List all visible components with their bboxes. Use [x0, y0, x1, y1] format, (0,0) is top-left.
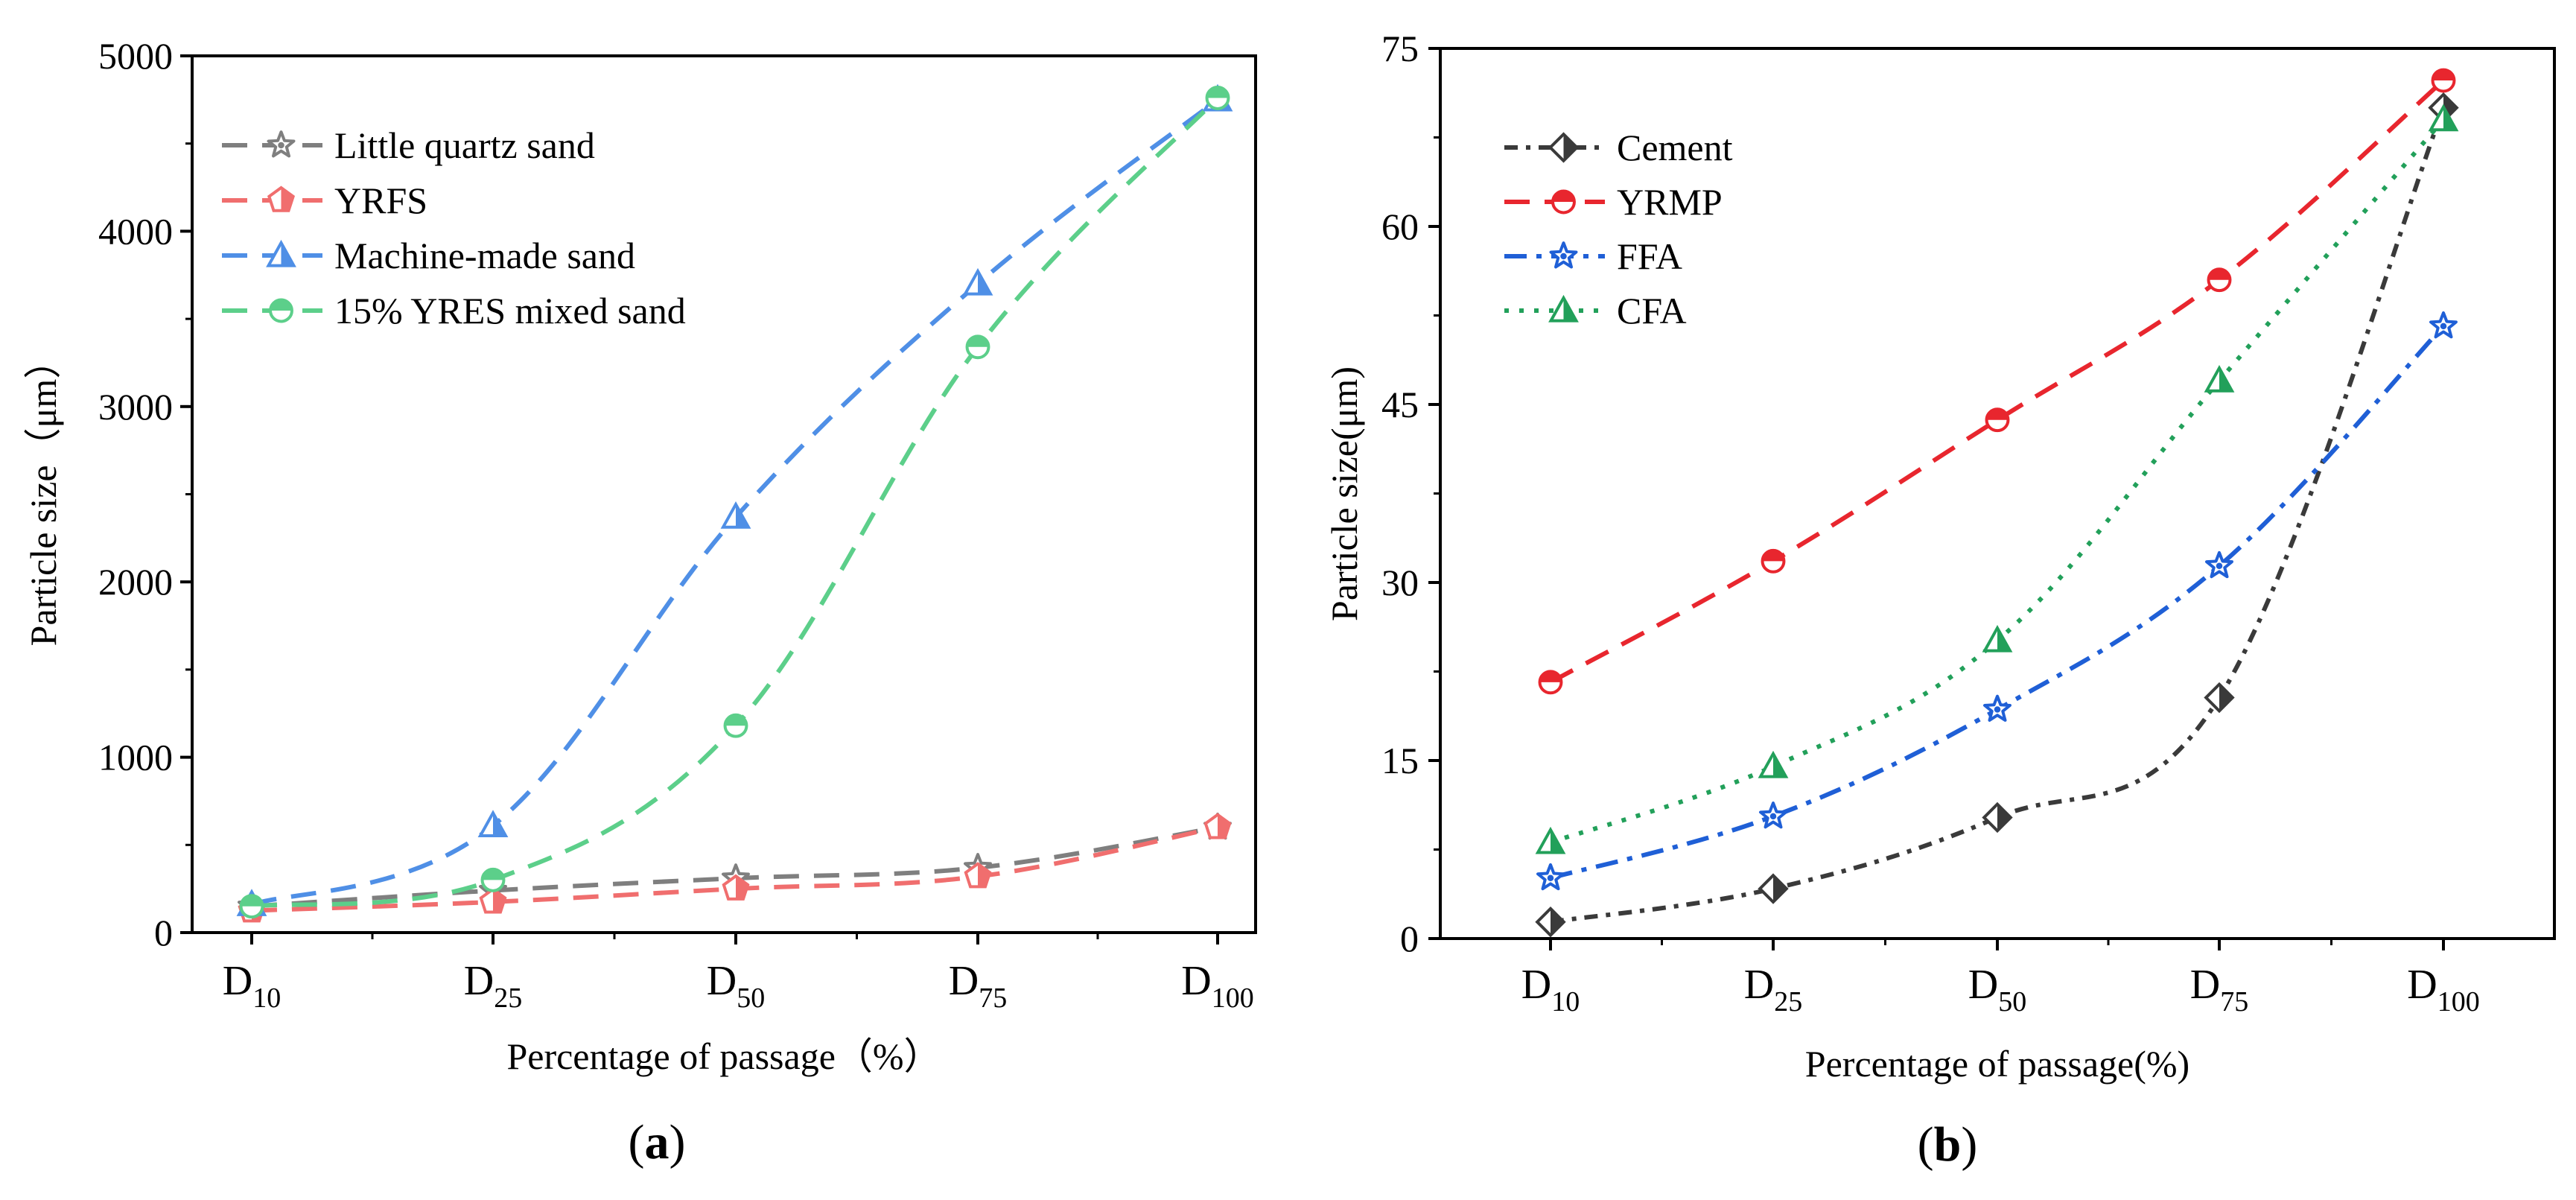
data-point [723, 713, 748, 738]
data-point [2207, 267, 2232, 293]
legend-marker [267, 130, 296, 158]
series-group-a [236, 83, 1233, 923]
y-tick-label: 4000 [98, 210, 173, 252]
data-point [1982, 801, 2013, 834]
series-group-b [1535, 68, 2459, 938]
x-ticks-a: D10 D25 D50 D75 D100 [223, 933, 1254, 1014]
legend-label: YRFS [334, 180, 427, 221]
legend-b: Cement YRMP FFA CFA [1504, 127, 1733, 331]
data-point [1759, 801, 1787, 829]
x-tick-label: D10 [223, 958, 281, 1014]
legend-a: Little quartz sand YRFS Machine-made sand 1… [222, 124, 686, 331]
legend-marker [1549, 241, 1578, 269]
panel-label-b-letter: b [1934, 1117, 1962, 1172]
y-axis-title-b: Particle size(μm) [1323, 366, 1365, 621]
y-axis-title-a: Particle size（μm） [22, 342, 64, 647]
data-point [2204, 365, 2235, 393]
x-axis-title-a: Percentage of passage（%） [506, 1035, 941, 1077]
y-tick-label: 1000 [98, 737, 173, 778]
series-line-15-yres-mixed-sand [251, 96, 1220, 909]
y-tick-label: 30 [1381, 562, 1419, 603]
x-tick-label: D100 [2407, 962, 2479, 1018]
legend-marker [266, 239, 296, 267]
data-point [965, 334, 990, 360]
data-point [2429, 311, 2458, 339]
x-tick-label: D50 [1968, 962, 2026, 1018]
data-point [1983, 694, 2011, 722]
legend-marker [267, 185, 296, 212]
series-line-cement [1550, 107, 2446, 924]
chart-panel-b: 0 15 30 45 60 75 D10 D25 D50 D75 D100 Cement YRMP F… [1323, 28, 2556, 1172]
legend-marker [269, 298, 293, 323]
data-point [1205, 86, 1230, 110]
data-point [722, 874, 750, 901]
data-point [720, 501, 751, 529]
data-point [1538, 670, 1563, 695]
legend-label: Cement [1617, 127, 1733, 168]
data-point [2431, 68, 2456, 93]
y-tick-label: 75 [1381, 28, 1419, 69]
legend-marker [1551, 189, 1576, 215]
series-line-cfa [1550, 118, 2446, 845]
y-tick-label: 0 [1400, 918, 1419, 959]
series-line-ffa [1550, 324, 2446, 880]
x-axis-title-b: Percentage of passage(%) [1805, 1043, 2189, 1085]
x-tick-label: D25 [1744, 962, 1802, 1018]
legend-label: CFA [1617, 290, 1687, 331]
y-tick-label: 3000 [98, 386, 173, 428]
x-tick-label: D100 [1181, 958, 1253, 1014]
data-point [1535, 826, 1566, 854]
data-point [1203, 813, 1232, 839]
y-tick-label: 15 [1381, 740, 1419, 781]
y-ticks-b: 0 15 30 45 60 75 [1381, 28, 1440, 959]
data-point [1758, 873, 1789, 904]
series-line-yrmp [1549, 78, 2445, 685]
x-tick-label: D75 [2190, 962, 2248, 1018]
data-point [1761, 548, 1786, 574]
data-point [2204, 682, 2235, 714]
panel-label-b: (b) [1918, 1117, 1978, 1172]
x-ticks-b: D10 D25 D50 D75 D100 [1521, 939, 2480, 1018]
legend-label: 15% YRES mixed sand [334, 290, 686, 331]
data-point [1535, 907, 1566, 938]
y-ticks-a: 0 1000 2000 3000 4000 5000 [98, 35, 192, 953]
legend-label: Machine-made sand [334, 235, 635, 276]
y-tick-label: 5000 [98, 35, 173, 77]
data-point [2428, 104, 2459, 132]
data-point [477, 810, 509, 838]
y-tick-label: 45 [1381, 384, 1419, 425]
x-tick-label: D10 [1521, 962, 1580, 1018]
legend-label: FFA [1617, 235, 1682, 277]
panel-label-a: (a) [629, 1115, 686, 1169]
panel-label-a-letter: a [645, 1115, 670, 1169]
data-point [1985, 407, 2010, 433]
legend-label: Little quartz sand [334, 124, 595, 166]
legend-marker [1548, 294, 1579, 323]
x-tick-label: D25 [464, 958, 522, 1014]
data-point [1536, 863, 1565, 891]
data-point [1982, 624, 2013, 653]
y-tick-label: 60 [1381, 206, 1419, 247]
x-tick-label: D50 [707, 958, 765, 1014]
data-point [964, 862, 992, 889]
chart-panel-a: 0 1000 2000 3000 4000 5000 D10 D25 D50 D75 D100 L… [22, 35, 1257, 1169]
y-tick-label: 0 [154, 912, 173, 953]
y-tick-label: 2000 [98, 561, 173, 603]
x-tick-label: D75 [949, 958, 1007, 1014]
data-point [239, 894, 264, 919]
legend-marker [1548, 132, 1580, 163]
legend-label: YRMP [1617, 181, 1723, 223]
data-point [1758, 750, 1789, 778]
data-point [962, 267, 993, 296]
data-point [2205, 550, 2233, 579]
data-point [480, 867, 506, 892]
data-point [479, 887, 507, 914]
